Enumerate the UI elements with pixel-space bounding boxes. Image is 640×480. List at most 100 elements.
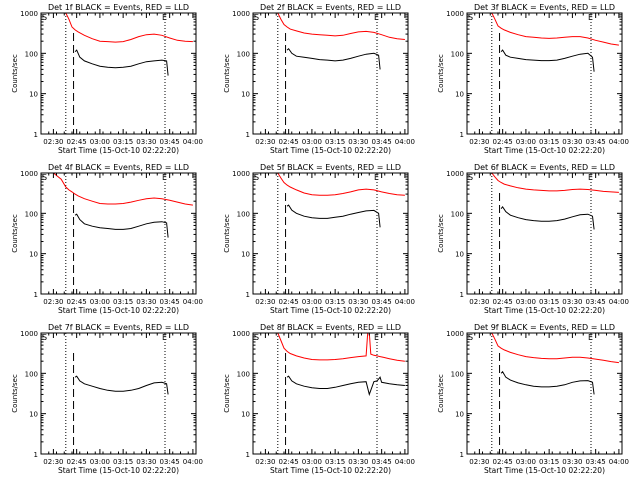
panel-title: Det 4f BLACK = Events, RED = LLD [48, 163, 189, 172]
x-axis-label: Start Time (15-Oct-10 02:22:20) [484, 306, 605, 315]
y-tick-label: 1000 [20, 170, 38, 178]
y-tick-label: 1000 [20, 330, 38, 338]
x-tick-label: 03:00 [90, 298, 110, 306]
y-tick-label: 100 [237, 370, 250, 378]
y-axis-label: Counts/sec [437, 214, 445, 253]
end-marker: E [588, 13, 593, 22]
x-tick-label: 02:30 [43, 298, 63, 306]
y-tick-label: 1000 [232, 170, 250, 178]
x-tick-label: 03:45 [586, 298, 606, 306]
lld-series-line [277, 172, 405, 196]
y-tick-label: 1000 [232, 10, 250, 18]
events-series-line [286, 204, 381, 228]
x-tick-label: 02:30 [255, 138, 275, 146]
x-tick-label: 02:30 [469, 458, 489, 466]
end-marker: E [162, 173, 167, 182]
x-tick-label: 03:30 [348, 298, 368, 306]
y-axis-label: Counts/sec [11, 54, 19, 93]
x-tick-label: 03:15 [325, 298, 345, 306]
y-tick-label: 10 [29, 91, 38, 99]
y-tick-label: 1 [34, 451, 38, 459]
panel-title: Det 2f BLACK = Events, RED = LLD [260, 3, 401, 12]
x-tick-label: 03:15 [325, 458, 345, 466]
end-marker: E [162, 13, 167, 22]
panel-title: Det 8f BLACK = Events, RED = LLD [260, 323, 401, 332]
y-tick-label: 100 [451, 370, 464, 378]
end-marker: E [162, 333, 167, 342]
x-tick-label: 03:30 [562, 138, 582, 146]
y-tick-label: 100 [25, 50, 38, 58]
x-tick-label: 03:15 [539, 458, 559, 466]
start-marker: S [468, 333, 473, 342]
y-tick-label: 1000 [20, 10, 38, 18]
x-tick-label: 03:45 [372, 138, 392, 146]
start-marker: S [42, 333, 47, 342]
y-axis-label: Counts/sec [437, 374, 445, 413]
y-tick-label: 100 [237, 210, 250, 218]
y-tick-label: 100 [25, 370, 38, 378]
x-tick-label: 03:45 [160, 458, 180, 466]
events-series-line [74, 213, 169, 238]
lld-series-line [491, 172, 619, 193]
x-tick-label: 02:30 [469, 298, 489, 306]
lld-series-line [277, 332, 405, 362]
panel-title: Det 6f BLACK = Events, RED = LLD [474, 163, 615, 172]
x-tick-label: 03:00 [516, 458, 536, 466]
start-marker: S [42, 173, 47, 182]
start-marker: S [42, 13, 47, 22]
x-tick-label: 02:30 [43, 458, 63, 466]
x-tick-label: 02:45 [279, 298, 299, 306]
x-tick-label: 02:30 [469, 138, 489, 146]
x-axis-label: Start Time (15-Oct-10 02:22:20) [58, 306, 179, 315]
y-axis-label: Counts/sec [223, 54, 231, 93]
events-series-line [500, 205, 595, 230]
x-tick-label: 03:15 [539, 298, 559, 306]
y-tick-label: 1 [246, 291, 250, 299]
panel-title: Det 5f BLACK = Events, RED = LLD [260, 163, 401, 172]
x-tick-label: 03:30 [348, 458, 368, 466]
x-axis-label: Start Time (15-Oct-10 02:22:20) [484, 146, 605, 155]
x-tick-label: 04:00 [609, 138, 629, 146]
x-tick-label: 04:00 [395, 298, 415, 306]
x-tick-label: 03:15 [539, 138, 559, 146]
y-tick-label: 1 [34, 291, 38, 299]
lld-series-line [491, 12, 619, 46]
x-tick-label: 02:45 [67, 298, 87, 306]
x-tick-label: 04:00 [609, 458, 629, 466]
y-tick-label: 1000 [446, 10, 464, 18]
y-tick-label: 10 [455, 411, 464, 419]
x-tick-label: 03:45 [586, 138, 606, 146]
y-tick-label: 10 [455, 251, 464, 259]
events-series-line [500, 370, 595, 395]
y-axis-label: Counts/sec [223, 374, 231, 413]
x-tick-label: 04:00 [183, 138, 203, 146]
y-axis-label: Counts/sec [223, 214, 231, 253]
x-tick-label: 03:00 [516, 298, 536, 306]
end-marker: E [588, 333, 593, 342]
x-tick-label: 03:15 [325, 138, 345, 146]
panel-title: Det 7f BLACK = Events, RED = LLD [48, 323, 189, 332]
y-tick-label: 1 [460, 131, 464, 139]
y-tick-label: 10 [241, 251, 250, 259]
x-tick-label: 03:00 [302, 458, 322, 466]
x-tick-label: 02:30 [255, 298, 275, 306]
x-tick-label: 03:15 [113, 298, 133, 306]
y-axis-label: Counts/sec [437, 54, 445, 93]
end-marker: E [588, 173, 593, 182]
y-tick-label: 10 [29, 411, 38, 419]
y-tick-label: 1 [460, 451, 464, 459]
x-tick-label: 04:00 [183, 298, 203, 306]
y-tick-label: 1000 [446, 170, 464, 178]
y-tick-label: 100 [451, 50, 464, 58]
lld-series-line [65, 12, 193, 43]
end-marker: E [374, 13, 379, 22]
x-tick-label: 03:00 [90, 138, 110, 146]
x-tick-label: 03:30 [136, 298, 156, 306]
x-tick-label: 03:45 [372, 458, 392, 466]
x-axis-label: Start Time (15-Oct-10 02:22:20) [270, 146, 391, 155]
